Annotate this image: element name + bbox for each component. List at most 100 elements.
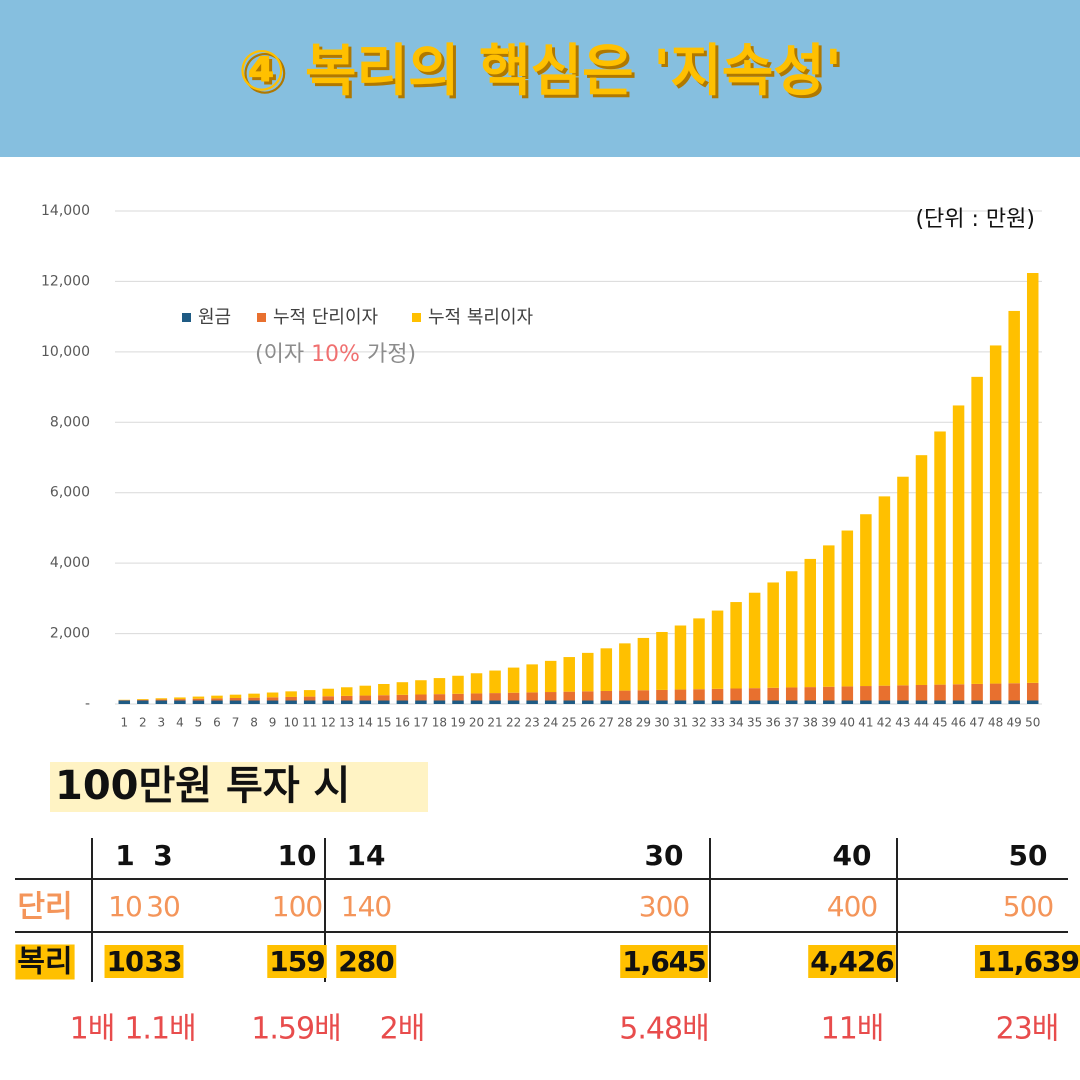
bar-segment xyxy=(544,660,557,693)
cell-value: 30 xyxy=(146,890,180,923)
bar-segment xyxy=(693,700,705,704)
bar-segment xyxy=(359,695,372,701)
bar-segment xyxy=(637,637,650,691)
bar-segment xyxy=(582,700,594,704)
bar-segment xyxy=(563,691,575,701)
bar-segment xyxy=(711,610,724,689)
x-tick-label: 8 xyxy=(250,716,258,730)
bar-segment xyxy=(248,700,260,704)
x-tick-label: 20 xyxy=(469,716,484,730)
bar-segment xyxy=(452,700,464,704)
bar-segment xyxy=(155,700,168,704)
x-tick-label: 24 xyxy=(543,716,558,730)
x-tick-label: 32 xyxy=(691,716,706,730)
ratio: 1.59배 xyxy=(251,1012,340,1047)
bar-segment xyxy=(841,686,854,701)
bar-segment xyxy=(823,700,835,704)
x-tick-label: 43 xyxy=(895,716,910,730)
bar-segment xyxy=(507,692,520,701)
bar-segment xyxy=(674,689,687,701)
x-tick-label: 30 xyxy=(654,716,669,730)
bar-segment xyxy=(767,700,779,704)
bar-segment xyxy=(915,684,928,701)
bar-segment xyxy=(544,692,557,701)
bar-segment xyxy=(248,693,260,698)
bar-segment xyxy=(711,700,724,704)
bar-segment xyxy=(285,700,297,704)
bar-segment xyxy=(915,455,928,685)
bar-segment xyxy=(322,696,334,701)
ratio: 1배 xyxy=(70,1012,115,1047)
bar-segment xyxy=(526,700,538,704)
x-tick-label: 45 xyxy=(932,716,947,730)
bar-segment xyxy=(544,700,557,704)
bar-segment xyxy=(897,476,909,686)
x-tick-label: 44 xyxy=(914,716,929,730)
bar-segment xyxy=(303,700,316,704)
bar-segment xyxy=(748,592,761,689)
bar-segment xyxy=(637,690,650,701)
x-tick-label: 18 xyxy=(432,716,447,730)
x-tick-label: 35 xyxy=(747,716,762,730)
bar-segment xyxy=(322,688,334,697)
bar-segment xyxy=(341,687,353,696)
x-tick-label: 4 xyxy=(176,716,184,730)
highlight xyxy=(267,945,327,978)
x-tick-label: 47 xyxy=(969,716,984,730)
cell-value: 400 xyxy=(827,890,877,923)
bar-segment xyxy=(952,405,965,685)
bar-segment xyxy=(878,685,891,701)
cell-value: 100 xyxy=(272,890,322,923)
x-tick-label: 49 xyxy=(1007,716,1022,730)
legend-swatch xyxy=(182,313,191,322)
x-tick-label: 19 xyxy=(450,716,465,730)
y-tick-label: 12,000 xyxy=(41,273,90,289)
year-header: 10 xyxy=(278,839,317,872)
bar-segment xyxy=(767,582,779,688)
bar-segment xyxy=(804,687,816,701)
bar-segment xyxy=(563,700,575,704)
bar-segment xyxy=(415,680,427,695)
y-tick-label: 4,000 xyxy=(50,555,90,571)
bar-segment xyxy=(174,699,186,701)
bar-segment xyxy=(897,685,909,701)
bar-segment xyxy=(303,690,316,697)
bar-segment xyxy=(989,700,1002,704)
bar-segment xyxy=(489,693,501,701)
bar-segment xyxy=(322,700,334,704)
ratio: 2배 xyxy=(380,1012,425,1047)
bar-segment xyxy=(989,345,1002,684)
bar-segment xyxy=(174,700,186,704)
bar-segment xyxy=(192,696,205,699)
bar-segment xyxy=(378,700,390,704)
bar-segment xyxy=(748,688,761,701)
highlight xyxy=(142,945,184,978)
bar-segment xyxy=(619,700,631,704)
bar-segment xyxy=(823,545,835,687)
title-shadow: ④ 복리의 핵심은 '지속성' xyxy=(241,42,845,107)
note-part: 10% xyxy=(311,342,360,367)
x-tick-label: 15 xyxy=(376,716,391,730)
bar-segment xyxy=(507,700,520,704)
x-tick-label: 9 xyxy=(269,716,277,730)
y-tick-label: 2,000 xyxy=(50,626,90,642)
bar-segment xyxy=(229,698,242,701)
x-tick-label: 13 xyxy=(339,716,354,730)
highlight xyxy=(620,945,708,978)
ratio: 5.48배 xyxy=(619,1012,708,1047)
x-tick-label: 42 xyxy=(877,716,892,730)
bar-segment xyxy=(563,657,575,692)
bar-segment xyxy=(285,696,297,701)
x-tick-label: 26 xyxy=(580,716,595,730)
highlight xyxy=(808,945,896,978)
bar-segment xyxy=(341,700,353,704)
bar-segment xyxy=(823,686,835,701)
bar-segment xyxy=(674,625,687,690)
note: (이자 10% 가정) xyxy=(255,342,416,367)
year-header: 30 xyxy=(645,839,684,872)
bar-segment xyxy=(211,695,223,699)
bar-segment xyxy=(1026,700,1039,704)
bar-segment xyxy=(619,690,631,701)
x-tick-label: 21 xyxy=(487,716,502,730)
x-tick-label: 6 xyxy=(213,716,221,730)
